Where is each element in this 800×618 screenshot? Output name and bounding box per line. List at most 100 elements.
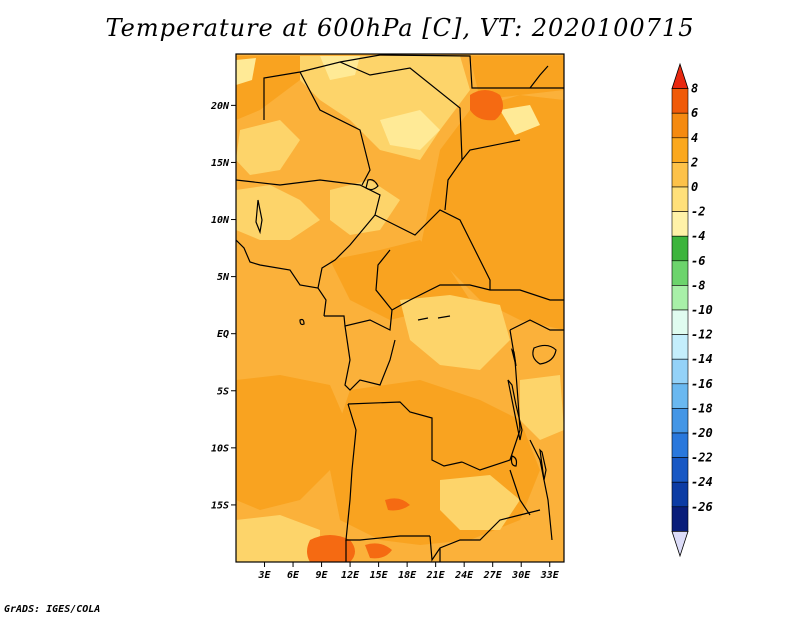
- colorbar-swatch: [671, 186, 689, 212]
- field-cold-ne: [500, 105, 540, 135]
- field-cool-nw: [236, 120, 300, 175]
- lat-label: 5S: [217, 386, 229, 397]
- field-warm-southwest: [236, 375, 345, 510]
- colorbar-swatch: [671, 432, 689, 458]
- river-congo: [417, 315, 451, 321]
- border-north-3: [339, 54, 564, 89]
- border-zambia: [429, 509, 541, 562]
- field-cool-center: [330, 180, 400, 235]
- lake-volta: [255, 199, 263, 235]
- colorbar-label: -2: [691, 205, 705, 219]
- colorbar-swatch: [671, 383, 689, 409]
- border-gabon: [324, 309, 393, 331]
- lon-label: 21E: [426, 570, 446, 581]
- lon-label: 27E: [483, 570, 503, 581]
- lon-label: 18E: [398, 570, 417, 581]
- border-north-2: [299, 71, 371, 186]
- colorbar-bottom-arrow: [671, 531, 689, 558]
- lon-label: 15E: [370, 570, 389, 581]
- colorbar-label: -4: [691, 229, 705, 243]
- colorbar-label: -8: [691, 278, 705, 292]
- border-drc-west: [347, 401, 463, 467]
- colorbar-swatch: [671, 408, 689, 434]
- field-warm-ne: [470, 56, 564, 100]
- lake-tanganyika: [507, 379, 523, 441]
- colorbar-label: -22: [691, 451, 713, 465]
- border-central-3: [375, 249, 564, 311]
- chart-title: Temperature at 600hPa [C], VT: 202010071…: [105, 14, 695, 42]
- colorbar-label: -20: [691, 426, 713, 440]
- field-warm-east: [420, 95, 564, 330]
- colorbar-label: -26: [691, 500, 713, 514]
- colorbar-label: -16: [691, 377, 713, 391]
- colorbar: 8 6 4 2 0 -2 -4 -6 -8 -10 -12 -14 -16 -18 -20 -22 -24 -26: [671, 62, 713, 558]
- lake-mweru: [510, 455, 518, 467]
- colorbar-swatch: [671, 235, 689, 262]
- temperature-field: [236, 54, 564, 562]
- colorbar-swatch: [671, 358, 689, 385]
- field-cold-w: [236, 58, 256, 85]
- lat-label: 15S: [211, 500, 229, 511]
- border-congo: [344, 325, 396, 391]
- latitude-axis: 20N 15N 10N 5N EQ 5S 10S 15S: [210, 101, 236, 511]
- colorbar-swatch: [671, 481, 689, 508]
- border-east-1: [509, 319, 564, 331]
- island-bioko: [299, 318, 305, 326]
- lat-label: EQ: [217, 329, 229, 340]
- field-cool-mid: [400, 295, 510, 370]
- colorbar-swatch: [671, 506, 689, 532]
- colorbar-label: 2: [690, 155, 698, 169]
- lat-label: 10N: [211, 215, 230, 226]
- colorbar-label: 8: [691, 82, 698, 96]
- lake-victoria: [532, 344, 557, 365]
- colorbar-swatch: [671, 211, 689, 237]
- colorbar-label: -14: [691, 352, 713, 366]
- field-cold-n2: [380, 110, 440, 150]
- colorbar-swatch: [671, 137, 689, 163]
- border-central-1: [317, 214, 376, 289]
- lat-label: 20N: [210, 101, 230, 112]
- border-north-1: [263, 61, 463, 211]
- lon-label: 9E: [316, 570, 329, 581]
- colorbar-swatch: [671, 260, 689, 286]
- field-cool-east: [520, 375, 564, 440]
- lake-malawi: [539, 448, 547, 481]
- border-sahel: [236, 179, 381, 216]
- colorbar-label: -24: [691, 475, 713, 489]
- border-east-3: [509, 469, 531, 516]
- lon-label: 6E: [287, 570, 300, 581]
- colorbar-swatch: [671, 457, 689, 483]
- lake-chad: [365, 179, 379, 191]
- border-west-coast: [236, 239, 327, 317]
- lon-label: 30E: [511, 570, 531, 581]
- lat-label: 10S: [211, 443, 229, 454]
- colorbar-swatch: [671, 162, 689, 188]
- colorbar-swatch: [671, 88, 689, 114]
- colorbar-label: -10: [691, 303, 713, 317]
- colorbar-swatch: [671, 334, 689, 360]
- field-hot-sw: [307, 535, 355, 562]
- border-nile: [461, 139, 521, 161]
- colorbar-top-arrow: [671, 62, 689, 89]
- lake-kivu: [510, 348, 517, 367]
- field-hot-sw2: [365, 543, 392, 559]
- field-hot-s: [385, 498, 410, 511]
- colorbar-swatch: [671, 112, 689, 139]
- colorbar-label: -18: [691, 401, 713, 415]
- longitude-axis: 3E 6E 9E 12E 15E 18E 21E 24E 27E 30E 33E: [257, 562, 560, 581]
- colorbar-label: -6: [691, 254, 705, 268]
- lat-label: 15N: [211, 158, 230, 169]
- colorbar-label: 6: [691, 106, 698, 120]
- field-cool-sw: [236, 515, 320, 562]
- border-central-2: [374, 209, 491, 290]
- field-cold-n1: [320, 56, 360, 80]
- lon-label: 24E: [454, 570, 474, 581]
- lon-label: 12E: [341, 570, 360, 581]
- field-hot-ne: [470, 90, 504, 121]
- colorbar-label: -12: [691, 328, 713, 342]
- lon-label: 3E: [257, 570, 271, 581]
- border-angola: [345, 403, 430, 541]
- field-cool-se: [440, 475, 520, 530]
- grads-credit: GrADS: IGES/COLA: [4, 604, 101, 615]
